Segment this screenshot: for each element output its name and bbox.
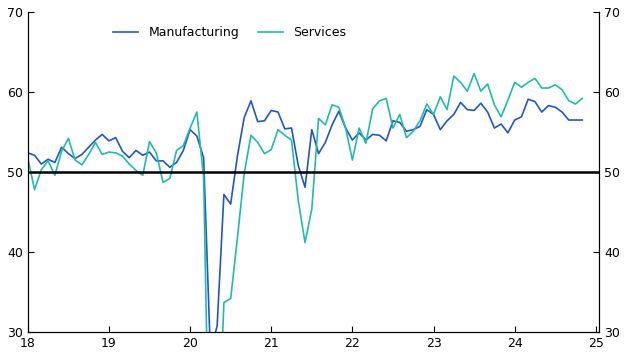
Services (579, 96, 586, 101)
Services (24, 156, 31, 161)
Services (463, 89, 471, 93)
Manufacturing (207, 351, 214, 355)
Line: Manufacturing: Manufacturing (28, 99, 582, 353)
Line: Services: Services (28, 74, 582, 357)
Manufacturing (24, 151, 31, 155)
Manufacturing (429, 112, 437, 117)
Manufacturing (579, 118, 586, 122)
Manufacturing (139, 153, 147, 157)
Services (429, 112, 437, 117)
Services (58, 149, 65, 154)
Services (139, 173, 147, 177)
Manufacturing (463, 107, 471, 112)
Legend: Manufacturing, Services: Manufacturing, Services (108, 21, 351, 44)
Manufacturing (362, 138, 370, 142)
Services (470, 71, 478, 76)
Manufacturing (524, 97, 532, 101)
Manufacturing (105, 139, 113, 143)
Manufacturing (58, 145, 65, 149)
Services (105, 150, 113, 154)
Services (362, 141, 370, 145)
